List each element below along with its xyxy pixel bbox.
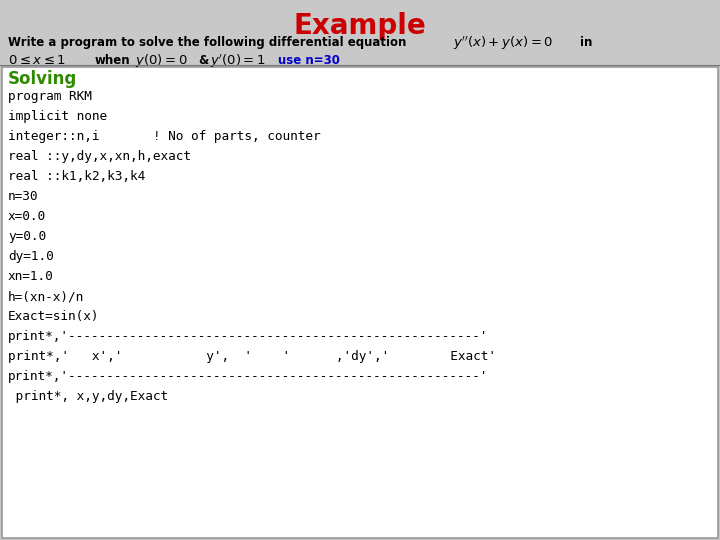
Text: print*,'------------------------------------------------------': print*,'--------------------------------… xyxy=(8,330,488,343)
Text: x=0.0: x=0.0 xyxy=(8,210,46,223)
Text: when: when xyxy=(95,54,130,67)
Text: Solving: Solving xyxy=(8,70,77,88)
Text: print*,'------------------------------------------------------': print*,'--------------------------------… xyxy=(8,370,488,383)
Text: Example: Example xyxy=(294,12,426,40)
Text: y=0.0: y=0.0 xyxy=(8,230,46,243)
Text: print*,'   x','           y',  '    '      ,'dy','        Exact': print*,' x',' y', ' ' ,'dy',' Exact' xyxy=(8,350,496,363)
Text: Exact=sin(x): Exact=sin(x) xyxy=(8,310,99,323)
Text: xn=1.0: xn=1.0 xyxy=(8,270,54,283)
Text: h=(xn-x)/n: h=(xn-x)/n xyxy=(8,290,84,303)
Text: $0\leq x\leq 1$: $0\leq x\leq 1$ xyxy=(8,54,66,67)
Text: dy=1.0: dy=1.0 xyxy=(8,250,54,263)
Text: implicit none: implicit none xyxy=(8,110,107,123)
Text: integer::n,i       ! No of parts, counter: integer::n,i ! No of parts, counter xyxy=(8,130,320,143)
Text: &: & xyxy=(198,54,208,67)
Text: Write a program to solve the following differential equation: Write a program to solve the following d… xyxy=(8,36,406,49)
Text: n=30: n=30 xyxy=(8,190,38,203)
Text: program RKM: program RKM xyxy=(8,90,92,103)
Text: in: in xyxy=(580,36,593,49)
Text: $y''(x)+y(x)=0$: $y''(x)+y(x)=0$ xyxy=(453,34,554,51)
Text: real ::y,dy,x,xn,h,exact: real ::y,dy,x,xn,h,exact xyxy=(8,150,191,163)
Text: print*, x,y,dy,Exact: print*, x,y,dy,Exact xyxy=(8,390,168,403)
Text: real ::k1,k2,k3,k4: real ::k1,k2,k3,k4 xyxy=(8,170,145,183)
Text: $y'(0)=1$: $y'(0)=1$ xyxy=(210,52,266,70)
Text: use n=30: use n=30 xyxy=(278,54,340,67)
FancyBboxPatch shape xyxy=(2,67,718,538)
Text: $y(0)=0$: $y(0)=0$ xyxy=(135,52,188,69)
